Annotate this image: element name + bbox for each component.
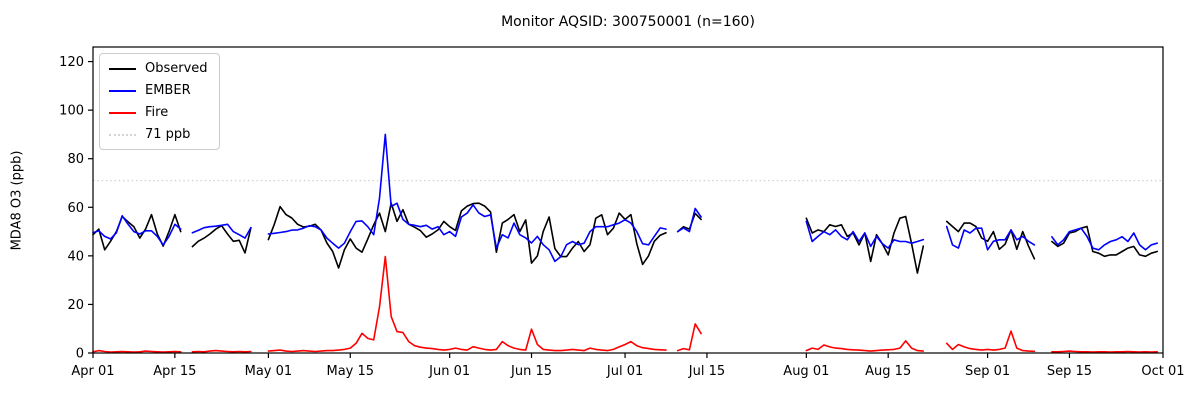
legend-swatch [109,89,136,92]
legend-item-observed: Observed [109,61,208,76]
y-tick-label: 40 [67,249,84,264]
legend-label: 71 ppb [145,127,191,142]
legend: Observed EMBER Fire 71 ppb [99,53,220,150]
x-tick-label: Aug 01 [783,364,829,379]
x-tick-label: Apr 15 [153,364,196,379]
y-tick-label: 20 [67,298,84,313]
ember-line [92,133,1158,263]
legend-label: EMBER [145,83,191,98]
x-tick-label: Jul 15 [688,364,725,379]
x-tick-label: Sep 15 [1047,364,1092,379]
x-tick-label: Aug 15 [865,364,911,379]
x-tick-label: Sep 01 [965,364,1010,379]
legend-label: Fire [145,105,169,120]
x-tick-label: May 15 [326,364,374,379]
y-tick-label: 60 [67,201,84,216]
legend-item-ember: EMBER [109,83,208,98]
x-tick-label: Apr 01 [71,364,114,379]
axes-frame [92,46,1164,354]
y-tick-label: 0 [76,347,84,362]
y-tick-label: 120 [59,55,84,70]
x-tick-label: Jul 01 [606,364,643,379]
legend-item-fire: Fire [109,105,208,120]
y-tick-label: 80 [67,152,84,167]
x-tick-label: Oct 01 [1141,364,1184,379]
observed-line [92,202,1158,274]
legend-swatch [109,67,136,70]
x-tick-label: May 01 [245,364,293,379]
legend-swatch [109,133,136,136]
chart-title: Monitor AQSID: 300750001 (n=160) [501,14,755,30]
fire-line [92,255,1158,353]
x-tick-label: Jun 01 [428,364,470,379]
y-tick-label: 100 [59,104,84,119]
x-tick-label: Jun 15 [510,364,552,379]
legend-swatch [109,111,136,114]
legend-label: Observed [145,61,208,76]
legend-item-71-ppb: 71 ppb [109,127,208,142]
